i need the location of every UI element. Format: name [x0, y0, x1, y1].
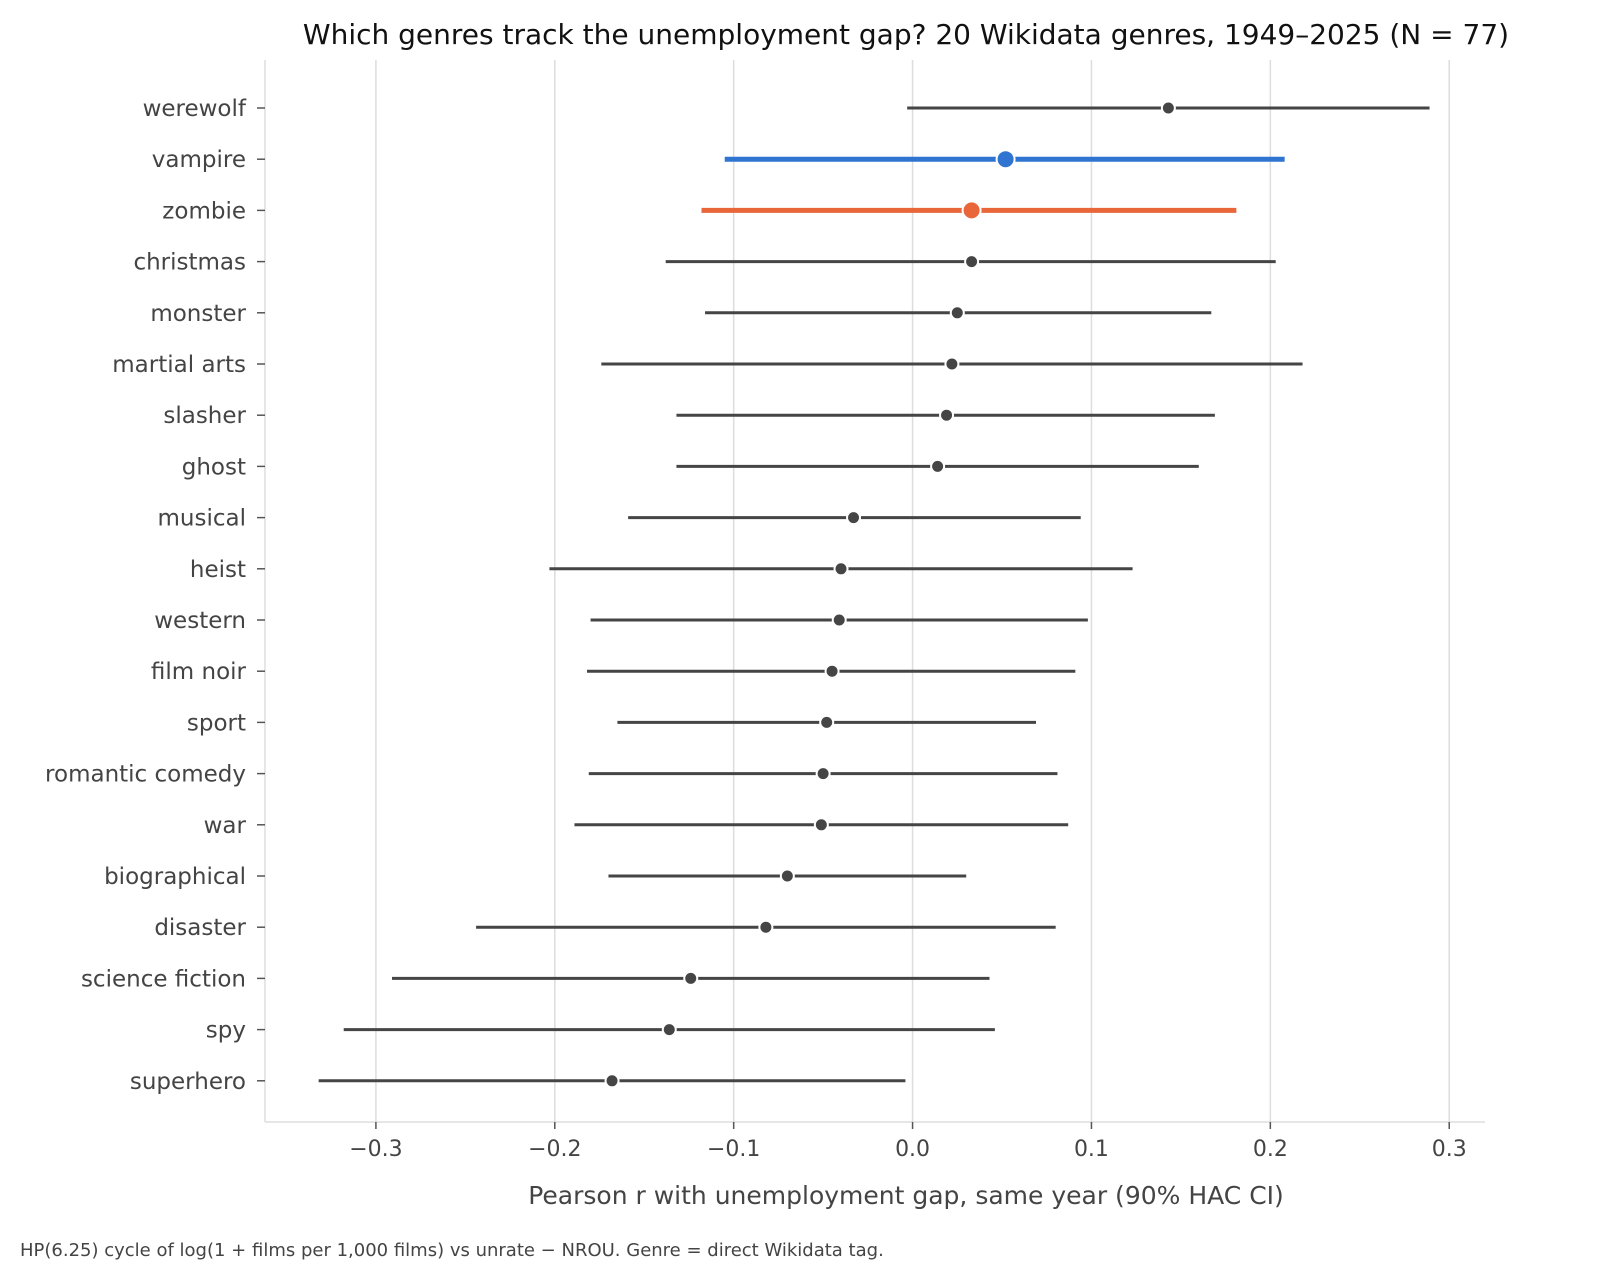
chart-title: Which genres track the unemployment gap?…	[303, 18, 1509, 51]
footnote: HP(6.25) cycle of log(1 + films per 1,00…	[20, 1240, 884, 1261]
estimate-point	[824, 663, 840, 679]
genre-row: monster	[150, 301, 1212, 327]
x-tick-label: 0.3	[1432, 1137, 1467, 1162]
estimate-point	[961, 200, 982, 221]
genre-row: heist	[190, 557, 1133, 583]
estimate-point	[831, 612, 847, 628]
estimate-point	[930, 458, 946, 474]
genre-label: werewolf	[143, 96, 247, 122]
genre-row: disaster	[154, 915, 1056, 941]
genre-row: christmas	[133, 250, 1276, 276]
x-tick-label: −0.1	[707, 1137, 760, 1162]
genre-row: sport	[187, 710, 1036, 736]
genre-row: ghost	[182, 454, 1199, 480]
estimate-point	[683, 970, 699, 986]
x-tick-label: 0.2	[1253, 1137, 1288, 1162]
genre-label: slasher	[163, 403, 246, 429]
genre-row: superhero	[130, 1069, 906, 1095]
estimate-point	[813, 817, 829, 833]
x-tick-label: 0.1	[1074, 1137, 1109, 1162]
genre-rows: werewolf vampire zombie christmas monster mar…	[45, 96, 1430, 1095]
genre-label: science fiction	[81, 966, 246, 992]
grid-lines	[375, 60, 1450, 1122]
genre-row: zombie	[162, 198, 1237, 224]
genre-row: vampire	[152, 147, 1285, 173]
estimate-point	[779, 868, 795, 884]
genre-label: western	[154, 608, 246, 634]
estimate-point	[995, 149, 1016, 170]
estimate-point	[964, 254, 980, 270]
genre-row: war	[204, 813, 1069, 839]
genre-row: romantic comedy	[45, 762, 1058, 788]
genre-label: heist	[190, 557, 246, 583]
genre-label: superhero	[130, 1069, 246, 1095]
genre-label: biographical	[104, 864, 246, 890]
genre-label: disaster	[154, 915, 246, 941]
axes	[264, 60, 1485, 1123]
genre-label: zombie	[162, 198, 246, 224]
estimate-point	[815, 766, 831, 782]
x-axis-label: Pearson r with unemployment gap, same ye…	[528, 1181, 1284, 1210]
genre-label: film noir	[151, 659, 247, 685]
estimate-point	[949, 305, 965, 321]
genre-row: spy	[206, 1018, 995, 1044]
genre-label: war	[204, 813, 247, 839]
genre-row: biographical	[104, 864, 967, 890]
x-axis-ticks: −0.3 −0.2 −0.1 0.0 0.1 0.2 0.3	[349, 1122, 1467, 1162]
genre-row: western	[154, 608, 1088, 634]
estimate-point	[833, 561, 849, 577]
estimate-point	[1160, 100, 1176, 116]
genre-label: vampire	[152, 147, 246, 173]
genre-label: romantic comedy	[45, 762, 246, 788]
estimate-point	[758, 919, 774, 935]
estimate-point	[944, 356, 960, 372]
x-tick-label: 0.0	[895, 1137, 930, 1162]
estimate-point	[819, 714, 835, 730]
genre-row: martial arts	[112, 352, 1303, 378]
estimate-point	[661, 1022, 677, 1038]
genre-label: martial arts	[112, 352, 246, 378]
estimate-point	[939, 407, 955, 423]
x-tick-label: −0.2	[528, 1137, 581, 1162]
genre-label: ghost	[182, 454, 246, 480]
genre-label: sport	[187, 710, 246, 736]
genre-row: science fiction	[81, 966, 990, 992]
estimate-point	[846, 510, 862, 526]
x-tick-label: −0.3	[349, 1137, 402, 1162]
genre-row: werewolf	[143, 96, 1430, 122]
genre-row: slasher	[163, 403, 1215, 429]
genre-label: musical	[158, 506, 247, 532]
estimate-point	[604, 1073, 620, 1089]
genre-row: film noir	[151, 659, 1076, 685]
genre-label: spy	[206, 1018, 246, 1044]
genre-row: musical	[158, 506, 1081, 532]
genre-label: christmas	[133, 250, 246, 276]
genre-label: monster	[150, 301, 246, 327]
